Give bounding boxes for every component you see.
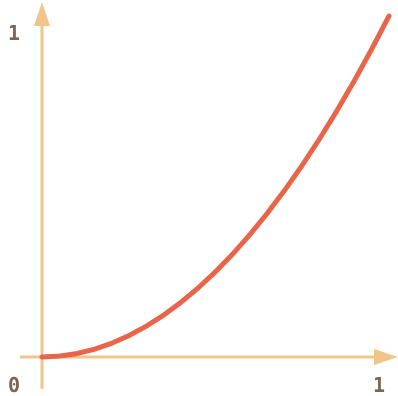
x-axis-arrowhead [374, 349, 398, 365]
tick-label-x-max: 1 [373, 373, 385, 396]
series-line-0 [39, 13, 392, 360]
series-layer [39, 13, 392, 360]
tick-label-origin: 0 [8, 373, 20, 396]
tick-label-y-max: 1 [8, 21, 20, 45]
y-axis-arrowhead [34, 2, 50, 26]
